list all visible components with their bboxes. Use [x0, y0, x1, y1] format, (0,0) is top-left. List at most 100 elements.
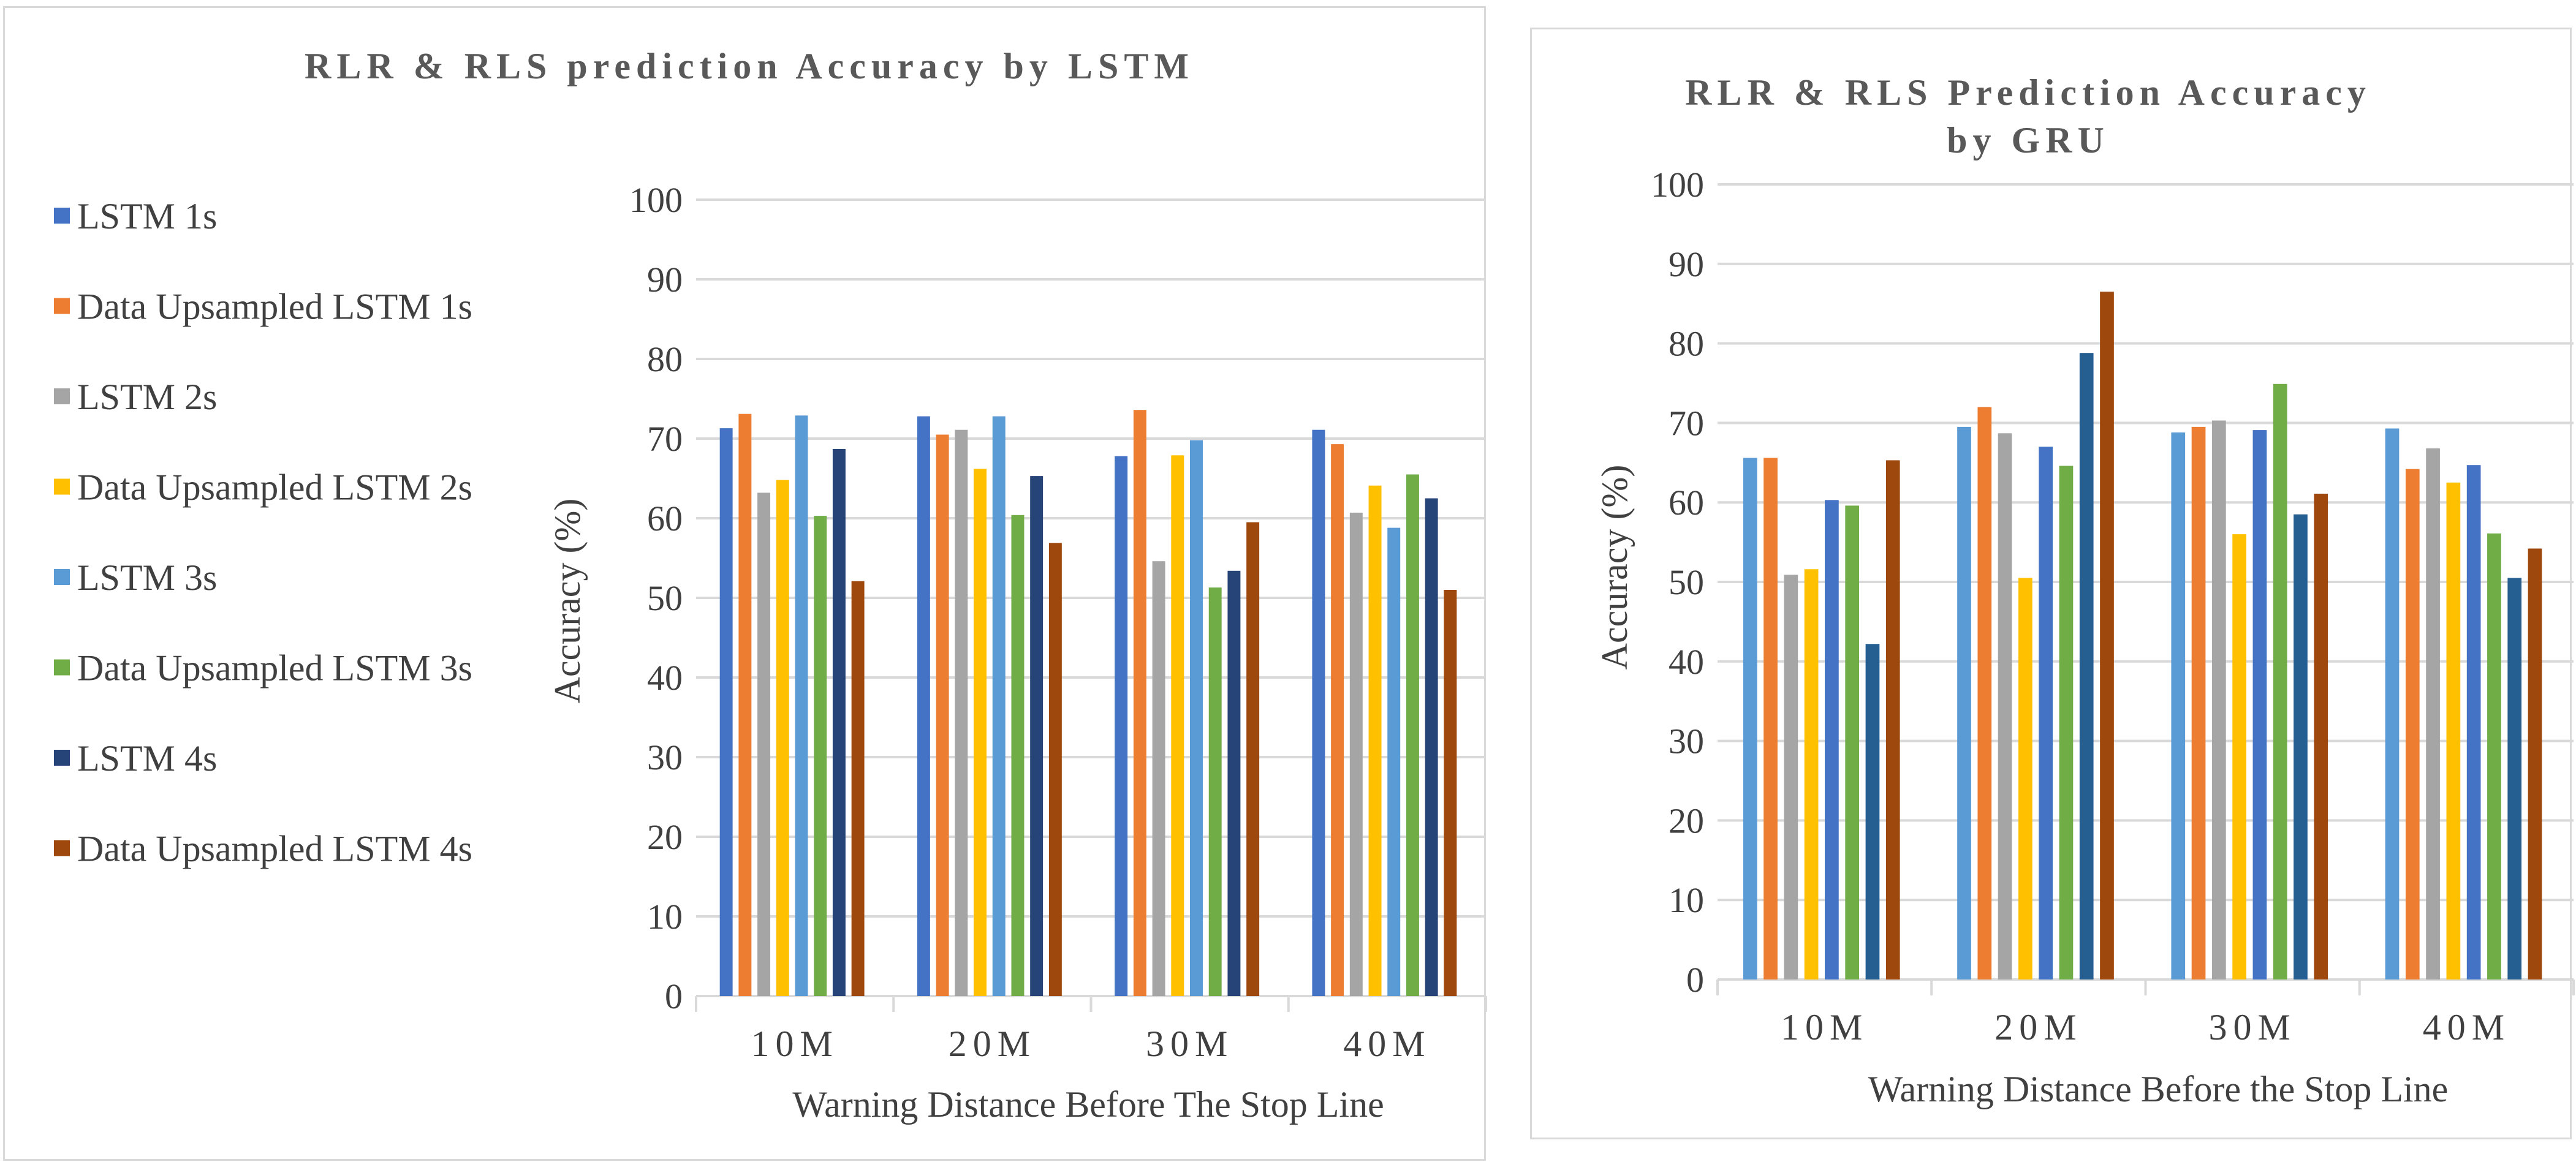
bar-lstm-1s: [1312, 429, 1325, 996]
bar-series-1: [2171, 432, 2186, 979]
legend-swatch: [54, 478, 70, 495]
bar-series-7: [2507, 578, 2522, 979]
chart-title: RLR & RLS prediction Accuracy by LSTM: [305, 46, 1194, 86]
bar-lstm-3s: [992, 416, 1006, 996]
y-tick-label: 40: [647, 658, 683, 698]
x-tick-label: 10M: [1781, 1007, 1868, 1047]
legend-label: Data Upsampled LSTM 1s: [77, 287, 472, 327]
bar-lstm-2s: [757, 493, 771, 996]
y-tick-label: 70: [1669, 403, 1704, 443]
bar-data-upsampled-lstm-1s: [1133, 410, 1146, 996]
x-axis-title: Warning Distance Before the Stop Line: [1868, 1069, 2449, 1109]
bar-series-4: [2446, 482, 2461, 979]
x-axis-title: Warning Distance Before The Stop Line: [792, 1084, 1384, 1125]
y-tick-label: 40: [1669, 642, 1704, 682]
bar-data-upsampled-lstm-4s: [1246, 522, 1260, 996]
bar-lstm-4s: [1425, 498, 1438, 996]
legend-label: LSTM 1s: [77, 196, 217, 236]
y-tick-label: 100: [1651, 165, 1704, 205]
bar-series-8: [2314, 493, 2328, 979]
bar-data-upsampled-lstm-2s: [776, 480, 789, 996]
bar-series-2: [2405, 469, 2420, 979]
legend-swatch: [54, 569, 70, 585]
bar-series-7: [1865, 644, 1880, 979]
bar-lstm-2s: [955, 429, 968, 996]
bar-data-upsampled-lstm-2s: [974, 469, 987, 996]
bar-data-upsampled-lstm-4s: [1444, 590, 1457, 996]
y-tick-label: 0: [1686, 960, 1704, 1000]
bar-series-6: [2487, 533, 2501, 979]
bar-lstm-2s: [1349, 512, 1363, 996]
bar-series-7: [2079, 353, 2094, 979]
bar-data-upsampled-lstm-3s: [1011, 515, 1025, 996]
y-tick-label: 60: [647, 499, 683, 538]
bar-lstm-3s: [1190, 440, 1203, 996]
x-tick-label: 40M: [1343, 1024, 1431, 1064]
legend-swatch: [54, 659, 70, 676]
legend-label: Data Upsampled LSTM 2s: [77, 467, 472, 508]
legend-swatch: [54, 750, 70, 766]
y-tick-label: 90: [647, 260, 683, 300]
bar-series-1: [2385, 428, 2400, 979]
bar-data-upsampled-lstm-3s: [814, 516, 827, 996]
bar-series-6: [1845, 505, 1860, 979]
bar-series-6: [2273, 383, 2287, 979]
x-tick-label: 30M: [2208, 1007, 2296, 1047]
y-tick-label: 50: [647, 578, 683, 618]
y-tick-label: 20: [647, 817, 683, 857]
bar-data-upsampled-lstm-3s: [1208, 587, 1222, 996]
lstm-chart: RLR & RLS prediction Accuracy by LSTM 0 10…: [54, 46, 1487, 1125]
y-tick-label: 50: [1669, 562, 1704, 602]
bar-data-upsampled-lstm-3s: [1406, 474, 1419, 996]
legend-swatch: [54, 840, 70, 856]
bar-series-6: [2059, 466, 2074, 979]
bar-lstm-1s: [719, 428, 733, 996]
y-tick-label: 10: [1669, 880, 1704, 920]
bar-lstm-4s: [832, 448, 846, 996]
lstm-chart-panel: RLR & RLS prediction Accuracy by LSTM 0 10…: [3, 6, 1487, 1161]
bar-series-3: [2211, 420, 2226, 979]
bar-lstm-3s: [795, 415, 808, 996]
y-tick-label: 60: [1669, 483, 1704, 523]
y-axis-title: Accuracy (%): [1594, 465, 1635, 670]
bar-lstm-4s: [1030, 476, 1044, 996]
x-tick-label: 20M: [1995, 1007, 2082, 1047]
bar-data-upsampled-lstm-1s: [738, 413, 752, 996]
bar-series-2: [2191, 426, 2206, 979]
legend-swatch: [54, 298, 70, 314]
bar-series-8: [2528, 548, 2542, 979]
legend-label: LSTM 4s: [77, 738, 217, 779]
bar-series-7: [2294, 514, 2308, 979]
legend-swatch: [54, 388, 70, 404]
bar-series-8: [2100, 292, 2114, 980]
bar-series-8: [1885, 460, 1900, 979]
bar-series-2: [1763, 458, 1778, 979]
bar-lstm-2s: [1152, 561, 1165, 996]
bar-series-4: [2232, 534, 2246, 979]
y-axis-title: Accuracy (%): [547, 499, 588, 704]
legend-label: LSTM 3s: [77, 557, 217, 598]
bar-series-2: [1977, 407, 1992, 979]
x-tick-label: 10M: [751, 1024, 838, 1064]
bar-series-5: [2252, 430, 2267, 979]
bar-series-3: [1998, 433, 2012, 979]
gru-chart-panel: RLR & RLS Prediction Accuracy by GRU 0 10 20…: [1530, 28, 2575, 1139]
y-tick-label: 30: [647, 738, 683, 777]
y-tick-label: 80: [647, 339, 683, 379]
bar-lstm-3s: [1387, 527, 1401, 996]
bar-lstm-1s: [917, 416, 930, 996]
y-tick-label: 70: [647, 419, 683, 459]
bar-series-1: [1743, 458, 1757, 979]
y-tick-label: 10: [647, 897, 683, 937]
legend-label: LSTM 2s: [77, 377, 217, 417]
bar-series-4: [1804, 569, 1819, 979]
y-tick-label: 80: [1669, 324, 1704, 364]
y-tick-label: 100: [629, 180, 683, 220]
legend-swatch: [54, 208, 70, 224]
bar-series-5: [1825, 500, 1839, 979]
y-tick-label: 30: [1669, 722, 1704, 761]
gru-chart: RLR & RLS Prediction Accuracy by GRU 0 10 20…: [1594, 72, 2575, 1109]
bar-data-upsampled-lstm-4s: [851, 581, 865, 996]
bar-series-5: [2466, 465, 2481, 979]
y-tick-label: 20: [1669, 801, 1704, 840]
